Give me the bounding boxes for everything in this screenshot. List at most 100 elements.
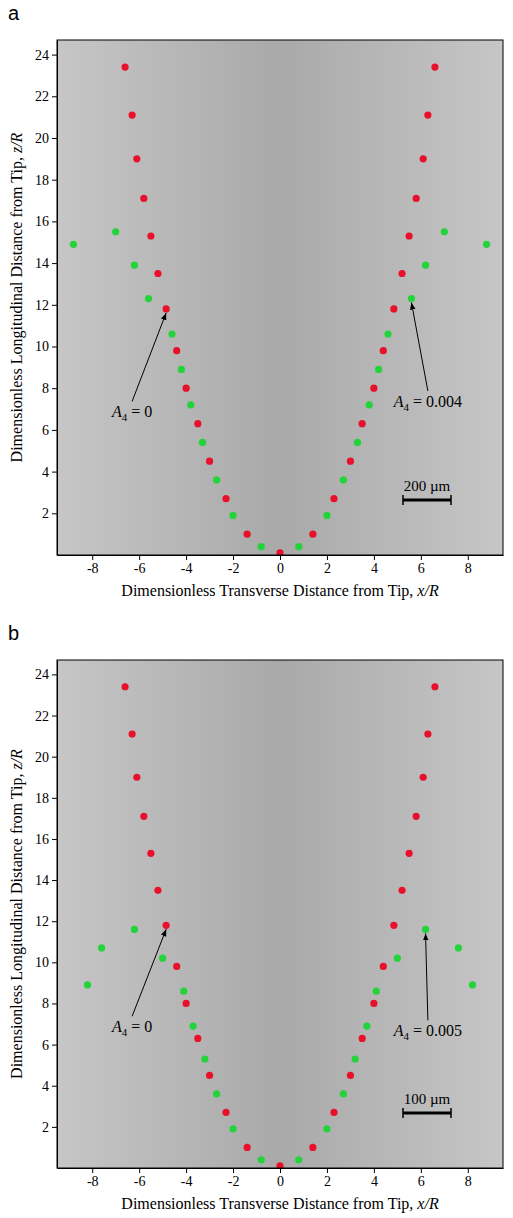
y-tick-label: 18 [35, 173, 49, 188]
point [84, 981, 91, 988]
x-tick-mark [468, 555, 469, 560]
y-tick-mark [52, 674, 57, 675]
point [222, 495, 229, 502]
point [258, 1156, 265, 1163]
point [424, 730, 431, 737]
point [168, 330, 175, 337]
x-tick: 4 [371, 1168, 378, 1189]
y-tick-mark [52, 472, 57, 473]
annotation: A4 = 0 [111, 403, 152, 423]
x-tick-mark [421, 1168, 422, 1173]
point [154, 887, 161, 894]
y-tick-label: 24 [35, 667, 49, 682]
point [140, 813, 147, 820]
series [121, 683, 438, 1168]
y-tick-mark [52, 346, 57, 347]
x-tick-mark [374, 1168, 375, 1173]
x-tick-mark [327, 555, 328, 560]
x-tick-label: 8 [465, 1174, 472, 1189]
point [330, 1109, 337, 1116]
x-tick-mark [233, 555, 234, 560]
series [121, 64, 438, 555]
point [406, 850, 413, 857]
point [140, 195, 147, 202]
point [276, 1162, 283, 1168]
x-tick-label: -4 [181, 561, 193, 576]
point [390, 922, 397, 929]
x-tick-label: 4 [371, 1174, 378, 1189]
y-tick: 18 [35, 173, 57, 188]
y-tick-label: 4 [42, 465, 49, 480]
series [84, 926, 476, 1164]
x-tick: -4 [181, 1168, 193, 1189]
y-tick-label: 2 [42, 1120, 49, 1135]
scale-bar-end [402, 495, 404, 505]
y-tick-mark [52, 388, 57, 389]
scale-bar-end [450, 495, 452, 505]
y-tick-mark [52, 221, 57, 222]
y-tick-label: 10 [35, 955, 49, 970]
point [213, 1090, 220, 1097]
point [420, 774, 427, 781]
point [380, 963, 387, 970]
marks [84, 683, 476, 1168]
y-tick-label: 4 [42, 1079, 49, 1094]
y-tick-mark [52, 1045, 57, 1046]
y-tick-mark [52, 839, 57, 840]
y-tick: 10 [35, 955, 57, 970]
y-tick-label: 6 [42, 423, 49, 438]
point [469, 981, 476, 988]
point [323, 1125, 330, 1132]
point [180, 988, 187, 995]
x-tick: -8 [87, 555, 99, 576]
x-tick-mark [374, 555, 375, 560]
x-tick-label: 2 [324, 561, 331, 576]
point [121, 64, 128, 71]
y-tick-mark [52, 513, 57, 514]
y-tick: 2 [42, 1120, 57, 1135]
x-tick-label: -2 [228, 561, 240, 576]
x-tick-label: 0 [277, 1174, 284, 1189]
point [244, 1144, 251, 1151]
y-tick-label: 24 [35, 48, 49, 63]
point [431, 64, 438, 71]
y-tick-mark [52, 757, 57, 758]
scale-bar [403, 499, 451, 502]
x-tick-label: -8 [87, 561, 99, 576]
annotation-arrow [132, 313, 166, 401]
point [131, 262, 138, 269]
x-tick-label: -4 [181, 1174, 193, 1189]
x-tick-mark [139, 1168, 140, 1173]
x-tick: -6 [134, 1168, 146, 1189]
y-tick-label: 14 [35, 256, 49, 271]
x-axis: -8-6-4-202468 [58, 1168, 504, 1189]
point [276, 549, 283, 555]
y-tick: 10 [35, 339, 57, 354]
x-tick-mark [327, 1168, 328, 1173]
point [190, 1022, 197, 1029]
point [384, 330, 391, 337]
panel: b-8-6-4-20246824681012141618202224Dimens… [8, 622, 504, 1213]
y-tick: 22 [35, 89, 57, 104]
x-tick: 8 [465, 555, 472, 576]
annotation-arrow [426, 933, 428, 1020]
y-axis-title: Dimensionless Longitudinal Distance from… [8, 749, 26, 1079]
point [173, 963, 180, 970]
annotation-arrow [411, 303, 427, 391]
point [431, 683, 438, 690]
y-tick-label: 8 [42, 381, 49, 396]
y-tick-label: 16 [35, 214, 49, 229]
point [222, 1109, 229, 1116]
panel-letter: b [8, 622, 19, 644]
scale-bar-label: 200 µm [404, 478, 451, 494]
point [163, 922, 170, 929]
point [483, 241, 490, 248]
point [340, 1090, 347, 1097]
y-tick-label: 12 [35, 298, 49, 313]
x-axis-title: Dimensionless Transverse Distance from T… [121, 1195, 439, 1213]
x-tick-mark [421, 555, 422, 560]
y-tick: 14 [35, 256, 57, 271]
point [187, 401, 194, 408]
point [199, 439, 206, 446]
y-axis: 24681012141618202224 [35, 661, 58, 1169]
